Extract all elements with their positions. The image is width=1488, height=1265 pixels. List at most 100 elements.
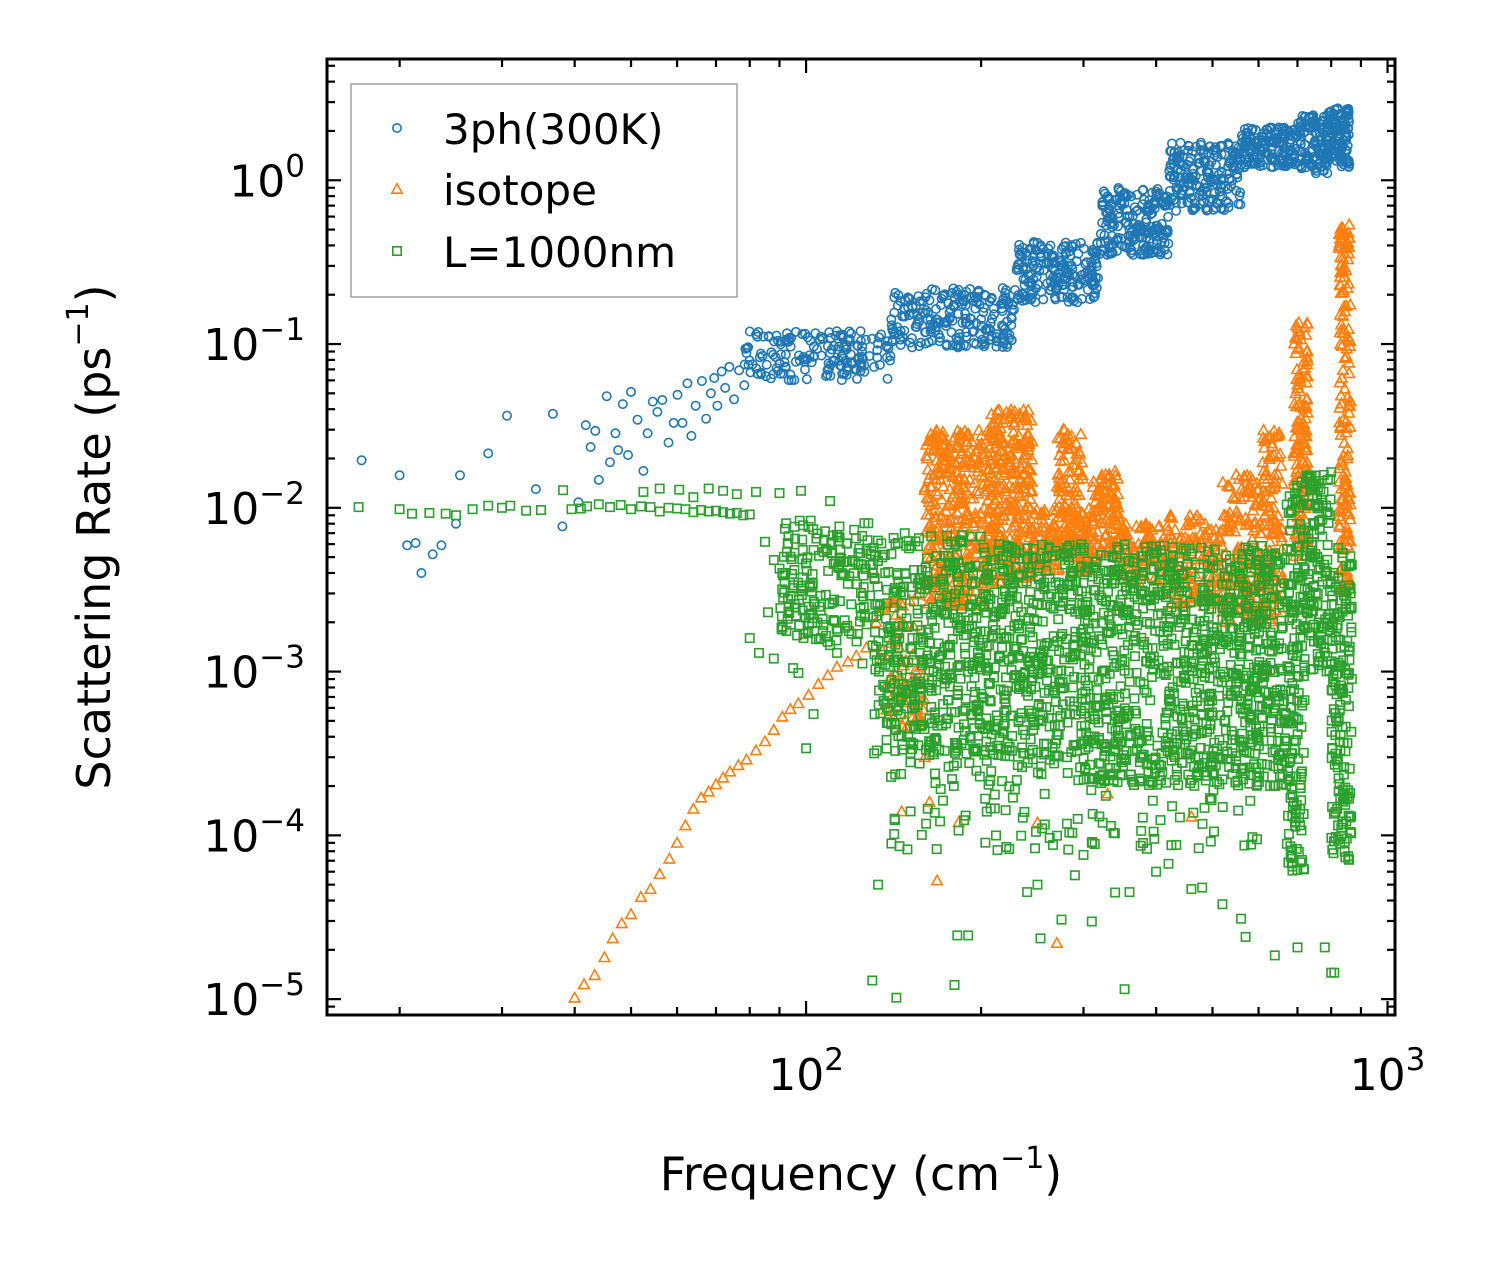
data-point-square	[1006, 590, 1017, 601]
data-point-square	[1038, 645, 1049, 656]
data-point-circle	[1008, 304, 1019, 315]
data-point-circle	[1193, 158, 1204, 169]
data-point-circle	[743, 359, 754, 370]
data-point-square	[939, 678, 950, 689]
data-point-circle	[851, 373, 862, 384]
data-point-square	[944, 639, 955, 650]
data-point-triangle	[1069, 436, 1083, 449]
data-point-square	[871, 655, 882, 666]
data-point-square	[966, 620, 977, 631]
data-point-square	[942, 539, 953, 550]
data-point-triangle	[1000, 487, 1014, 500]
data-point-triangle	[960, 546, 974, 559]
data-point-square	[1090, 714, 1101, 725]
data-point-circle	[1116, 233, 1127, 244]
data-point-circle	[1046, 249, 1057, 260]
data-point-square	[1054, 645, 1065, 656]
data-point-triangle	[995, 435, 1009, 448]
data-point-triangle	[895, 804, 909, 817]
data-point-square	[880, 568, 891, 579]
data-point-triangle	[921, 541, 935, 553]
data-point-square	[970, 577, 981, 588]
data-point-triangle	[1271, 467, 1285, 480]
data-point-square	[924, 679, 935, 690]
data-point-square	[1095, 550, 1106, 561]
data-point-triangle	[1289, 346, 1303, 359]
data-point-triangle	[1162, 527, 1176, 540]
data-point-square	[997, 578, 1008, 589]
data-point-square	[1151, 547, 1162, 558]
data-point-circle	[617, 399, 628, 410]
data-point-square	[1183, 769, 1194, 780]
data-point-square	[957, 530, 968, 541]
data-point-square	[869, 649, 880, 660]
data-point-circle	[1056, 260, 1067, 271]
data-point-triangle	[933, 460, 947, 473]
data-point-circle	[1075, 237, 1086, 248]
data-point-circle	[1067, 276, 1078, 287]
data-point-square	[1029, 652, 1040, 663]
data-point-square	[1130, 651, 1141, 662]
data-point-circle	[1031, 271, 1042, 282]
data-point-circle	[1146, 221, 1157, 232]
data-point-triangle	[758, 734, 772, 747]
data-point-triangle	[1060, 521, 1074, 534]
data-point-square	[1146, 563, 1157, 574]
data-point-triangle	[1337, 411, 1351, 424]
data-point-circle	[1343, 161, 1354, 172]
data-point-triangle	[983, 452, 998, 465]
data-point-triangle	[1108, 468, 1123, 481]
data-point-square	[829, 616, 840, 627]
data-point-triangle	[1110, 505, 1125, 518]
data-point-square	[1129, 591, 1140, 602]
data-point-square	[1044, 543, 1055, 554]
data-point-circle	[696, 375, 707, 386]
data-point-square	[1006, 572, 1017, 583]
data-point-square	[1098, 618, 1109, 629]
data-point-triangle	[1160, 519, 1174, 532]
data-point-circle	[882, 336, 893, 347]
data-point-square	[912, 578, 923, 589]
data-point-circle	[995, 299, 1006, 310]
data-point-square	[779, 523, 790, 534]
data-point-triangle	[955, 458, 969, 470]
data-point-circle	[1095, 248, 1106, 259]
data-point-circle	[825, 332, 836, 343]
data-point-square	[1035, 553, 1046, 564]
data-point-square	[1032, 615, 1043, 626]
data-point-square	[975, 531, 986, 542]
data-point-square	[1158, 640, 1169, 651]
data-point-triangle	[1075, 455, 1089, 468]
data-point-triangle	[1342, 217, 1356, 230]
data-point-triangle	[1338, 351, 1352, 364]
data-point-square	[1178, 543, 1189, 554]
data-point-square	[896, 608, 907, 619]
data-point-circle	[1087, 247, 1098, 258]
data-point-circle	[979, 289, 990, 300]
data-point-square	[1111, 552, 1122, 563]
data-point-triangle	[1247, 523, 1261, 536]
data-point-triangle	[981, 462, 995, 475]
data-point-square	[797, 554, 808, 565]
data-point-square	[776, 611, 787, 622]
data-point-triangle	[1106, 522, 1120, 535]
data-point-square	[888, 587, 899, 598]
data-point-triangle	[924, 591, 939, 604]
data-point-circle	[652, 406, 663, 417]
data-point-circle	[1063, 296, 1074, 307]
data-point-circle	[1304, 122, 1315, 133]
data-point-square	[1062, 752, 1073, 763]
data-point-circle	[1104, 193, 1115, 204]
data-point-square	[1134, 736, 1145, 747]
data-point-circle	[1035, 252, 1046, 263]
data-point-triangle	[1067, 515, 1081, 528]
data-point-square	[914, 692, 925, 703]
data-point-circle	[1121, 205, 1132, 216]
data-point-circle	[1158, 229, 1169, 240]
data-point-triangle	[1337, 299, 1351, 312]
data-point-square	[868, 612, 879, 623]
data-point-circle	[1341, 130, 1352, 141]
data-point-square	[1006, 745, 1017, 756]
data-point-square	[1184, 648, 1195, 659]
data-point-circle	[1144, 195, 1155, 206]
